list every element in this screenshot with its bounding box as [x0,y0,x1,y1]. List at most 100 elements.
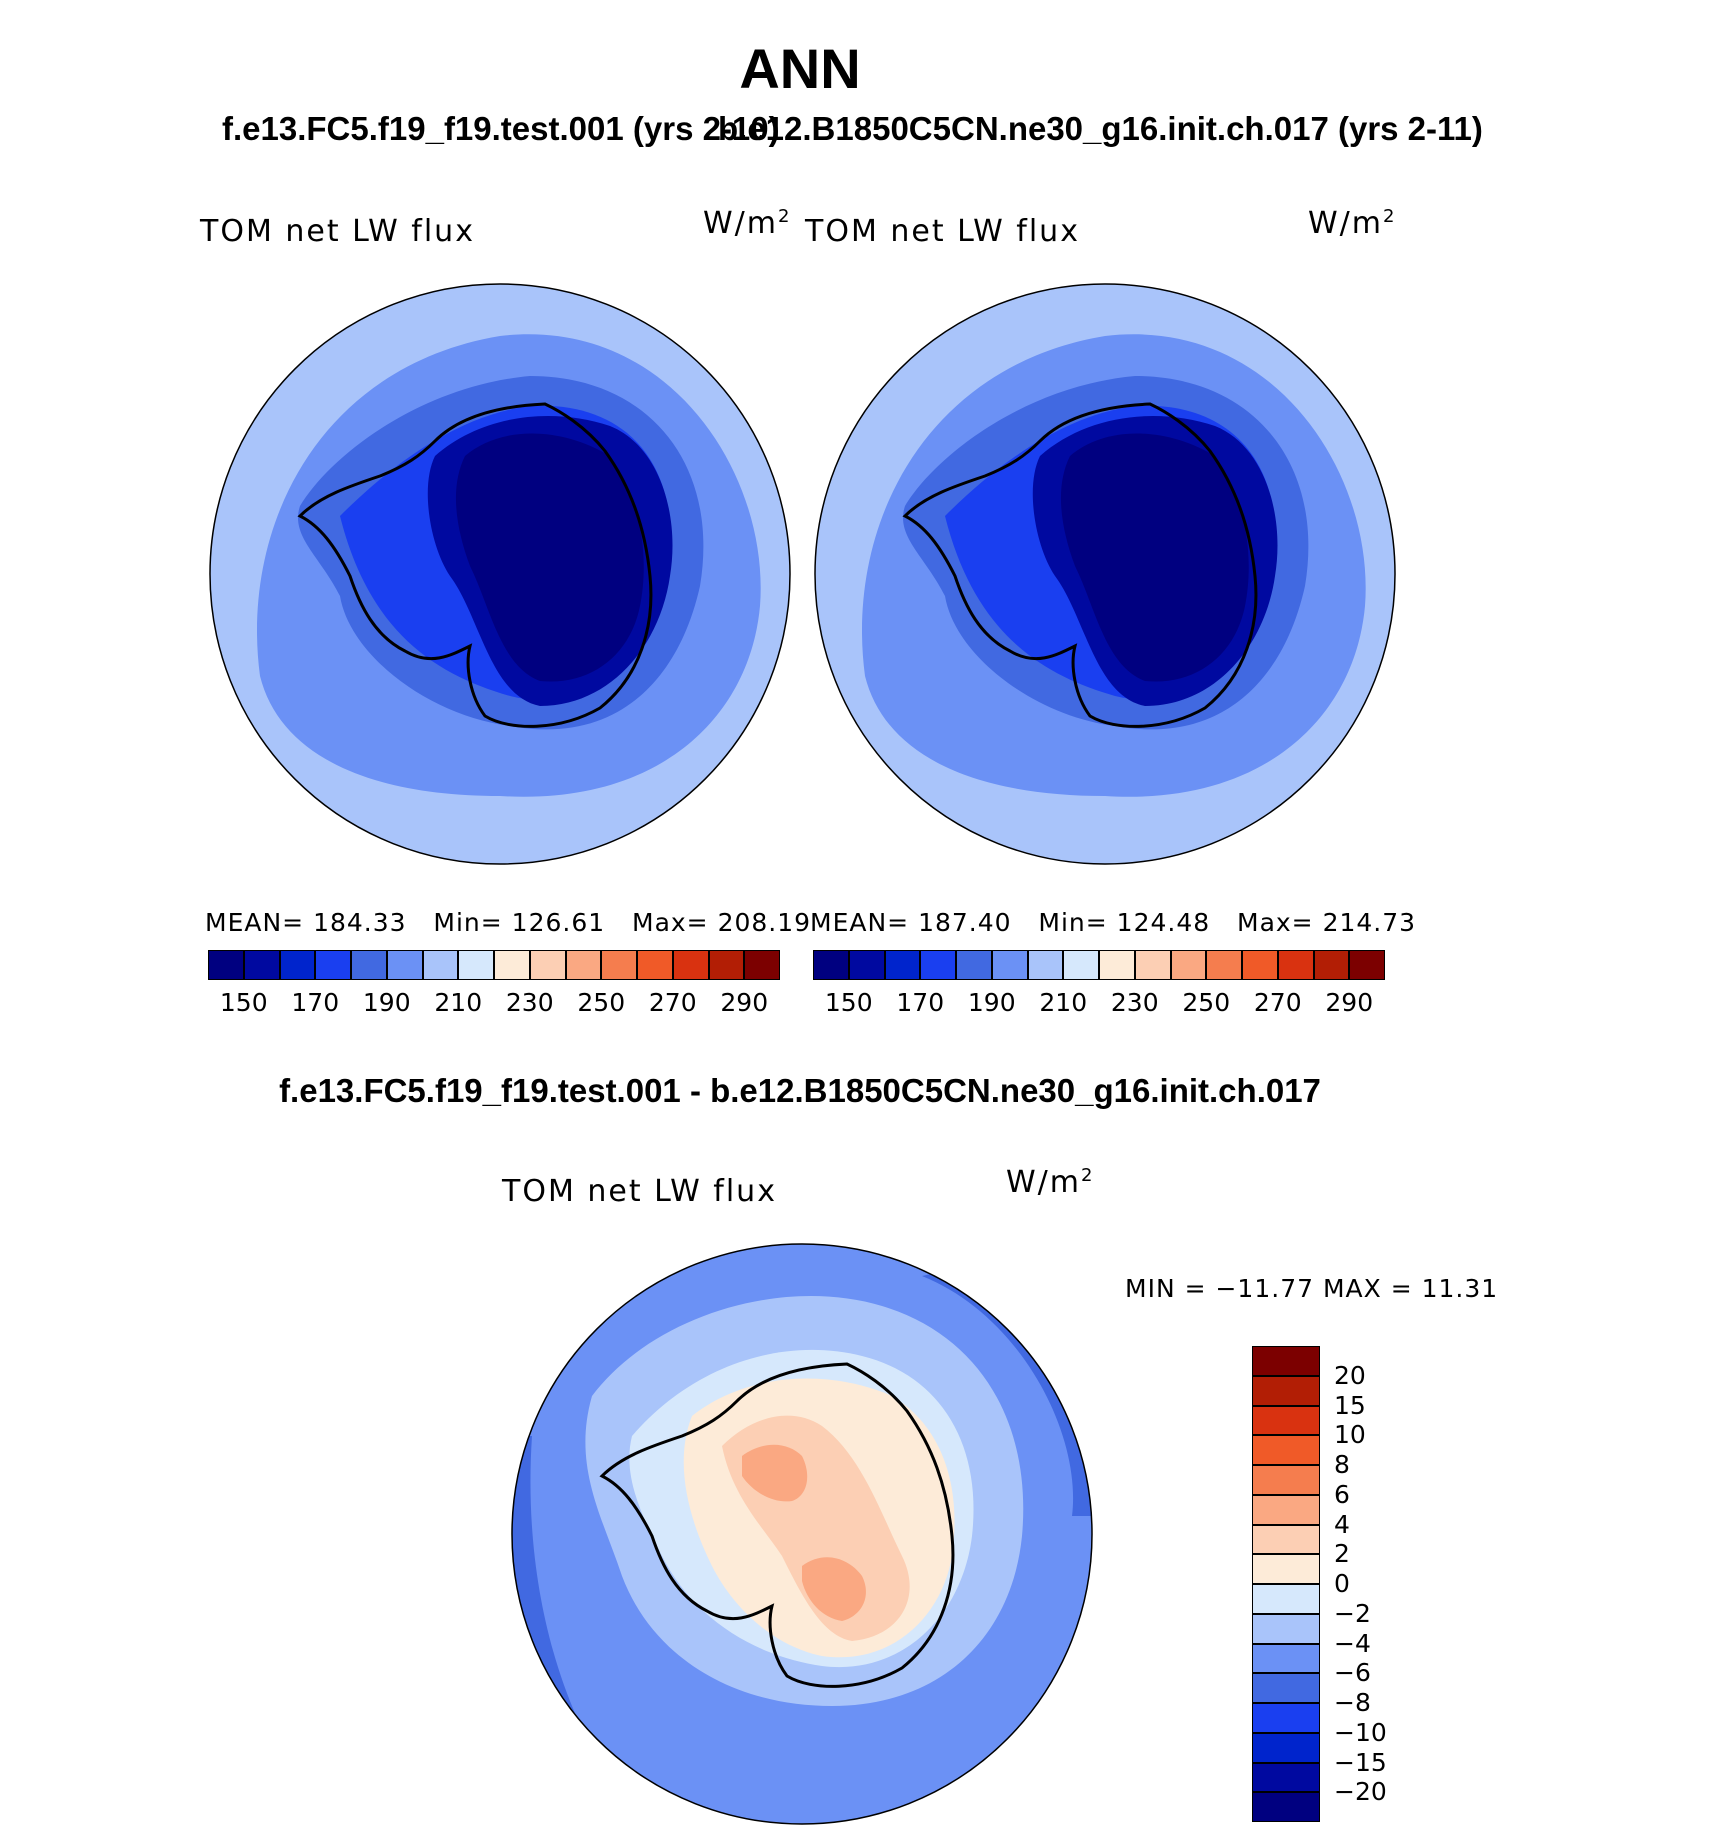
colorbar-tick-label: 270 [1253,988,1302,1017]
units-exponent: 2 [1383,206,1397,227]
colorbar-box [884,950,921,980]
colorbar-tick-label: −6 [1334,1658,1371,1688]
colorbar-box [351,950,387,980]
colorbar-right-labels: 150 170 190 210 230 250 270 290 [813,988,1385,1020]
colorbar-left [208,950,780,980]
colorbar-box [920,950,956,980]
colorbar-box [1252,1494,1320,1525]
panel-diff-minmax: MIN = −11.77 MAX = 11.31 [1125,1274,1499,1303]
colorbar-box [386,950,423,980]
colorbar-tick-label: 170 [291,988,340,1017]
colorbar-box [1252,1643,1320,1674]
colorbar-box [279,950,316,980]
units-text: W/m [703,206,778,241]
colorbar-box [1252,1703,1320,1733]
colorbar-box [1252,1465,1320,1495]
min-value: 126.61 [511,908,606,937]
units-exponent: 2 [1081,1165,1095,1186]
colorbar-tick-label: 170 [896,988,945,1017]
colorbar-box [1252,1524,1320,1555]
colorbar-diff-labels: 20 15 10 8 6 4 2 0 −2 −4 −6 −8 −10 −15 −20 [1334,1346,1454,1822]
colorbar-box [1027,950,1064,980]
colorbar-tick-label: −10 [1334,1717,1387,1747]
colorbar-diff [1252,1346,1320,1822]
colorbar-tick-label: 230 [505,988,554,1017]
colorbar-box [848,950,885,980]
colorbar-tick-label: 250 [1182,988,1231,1017]
colorbar-tick-label: 150 [219,988,268,1017]
min-label: Min= [433,908,503,937]
panel-left-units: W/m2 [703,206,791,241]
map-right-case [814,283,1396,865]
colorbar-box [1242,950,1278,980]
colorbar-box [1134,950,1171,980]
colorbar-box [1252,1732,1320,1763]
subtitle-case-right: b.e12.B1850C5CN.ne30_g16.init.ch.017 (yr… [718,110,1483,147]
colorbar-box [1206,950,1242,980]
colorbar-tick-label: 20 [1334,1360,1366,1390]
colorbar-box [637,950,673,980]
min-label: Min= [1038,908,1108,937]
colorbar-tick-label: 6 [1334,1479,1350,1509]
colorbar-box [672,950,709,980]
colorbar-box [529,950,566,980]
colorbar-box [956,950,992,980]
colorbar-box [565,950,602,980]
colorbar-tick-label: 250 [577,988,626,1017]
panel-right-variable: TOM net LW flux [805,214,1080,249]
colorbar-box [1252,1346,1320,1376]
max-value: 214.73 [1322,908,1417,937]
colorbar-tick-label: 210 [1039,988,1088,1017]
max-value: 208.19 [717,908,812,937]
colorbar-tick-label: −20 [1334,1777,1387,1807]
colorbar-tick-label: −4 [1334,1628,1371,1658]
colorbar-tick-label: 290 [1325,988,1374,1017]
colorbar-box [1170,950,1207,980]
subtitle-case-left: f.e13.FC5.f19_f19.test.001 (yrs 2-10) [222,110,780,147]
units-text: W/m [1006,1165,1081,1200]
colorbar-tick-label: 270 [648,988,697,1017]
colorbar-box [458,950,494,980]
colorbar-right [813,950,1385,980]
colorbar-tick-label: 4 [1334,1509,1350,1539]
units-text: W/m [1308,206,1383,241]
colorbar-box [315,950,351,980]
map-difference [511,1243,1093,1825]
panel-left-stats: MEAN= 184.33 Min= 126.61 Max= 208.19 [205,908,811,937]
colorbar-box [1252,1613,1320,1644]
main-title: ANN [739,37,861,100]
max-label: Max= [632,908,709,937]
colorbar-box [1252,1762,1320,1793]
colorbar-tick-label: 2 [1334,1539,1350,1569]
mean-value: 184.33 [313,908,407,937]
colorbar-tick-label: 290 [720,988,769,1017]
colorbar-box [991,950,1028,980]
colorbar-box [1063,950,1099,980]
colorbar-box [1252,1554,1320,1584]
colorbar-box [601,950,637,980]
colorbar-tick-label: −2 [1334,1598,1371,1628]
max-label: Max= [1237,908,1314,937]
mean-value: 187.40 [918,908,1012,937]
difference-title: f.e13.FC5.f19_f19.test.001 - b.e12.B1850… [279,1072,1321,1109]
panel-diff-variable: TOM net LW flux [502,1174,777,1209]
colorbar-box [708,950,745,980]
panel-right-units: W/m2 [1308,206,1396,241]
colorbar-box [494,950,530,980]
colorbar-box [813,950,849,980]
colorbar-tick-label: 15 [1334,1390,1366,1420]
colorbar-tick-label: 10 [1334,1420,1366,1450]
colorbar-box [1252,1435,1320,1465]
colorbar-tick-label: 8 [1334,1450,1350,1479]
panel-diff-units: W/m2 [1006,1165,1094,1200]
colorbar-box [1252,1673,1320,1703]
colorbar-tick-label: 0 [1334,1569,1350,1598]
colorbar-tick-label: −8 [1334,1688,1371,1717]
colorbar-box [422,950,459,980]
units-exponent: 2 [778,206,792,227]
colorbar-box [1313,950,1350,980]
colorbar-box [1277,950,1314,980]
colorbar-tick-label: 210 [434,988,483,1017]
colorbar-tick-label: 150 [824,988,873,1017]
colorbar-box [208,950,244,980]
